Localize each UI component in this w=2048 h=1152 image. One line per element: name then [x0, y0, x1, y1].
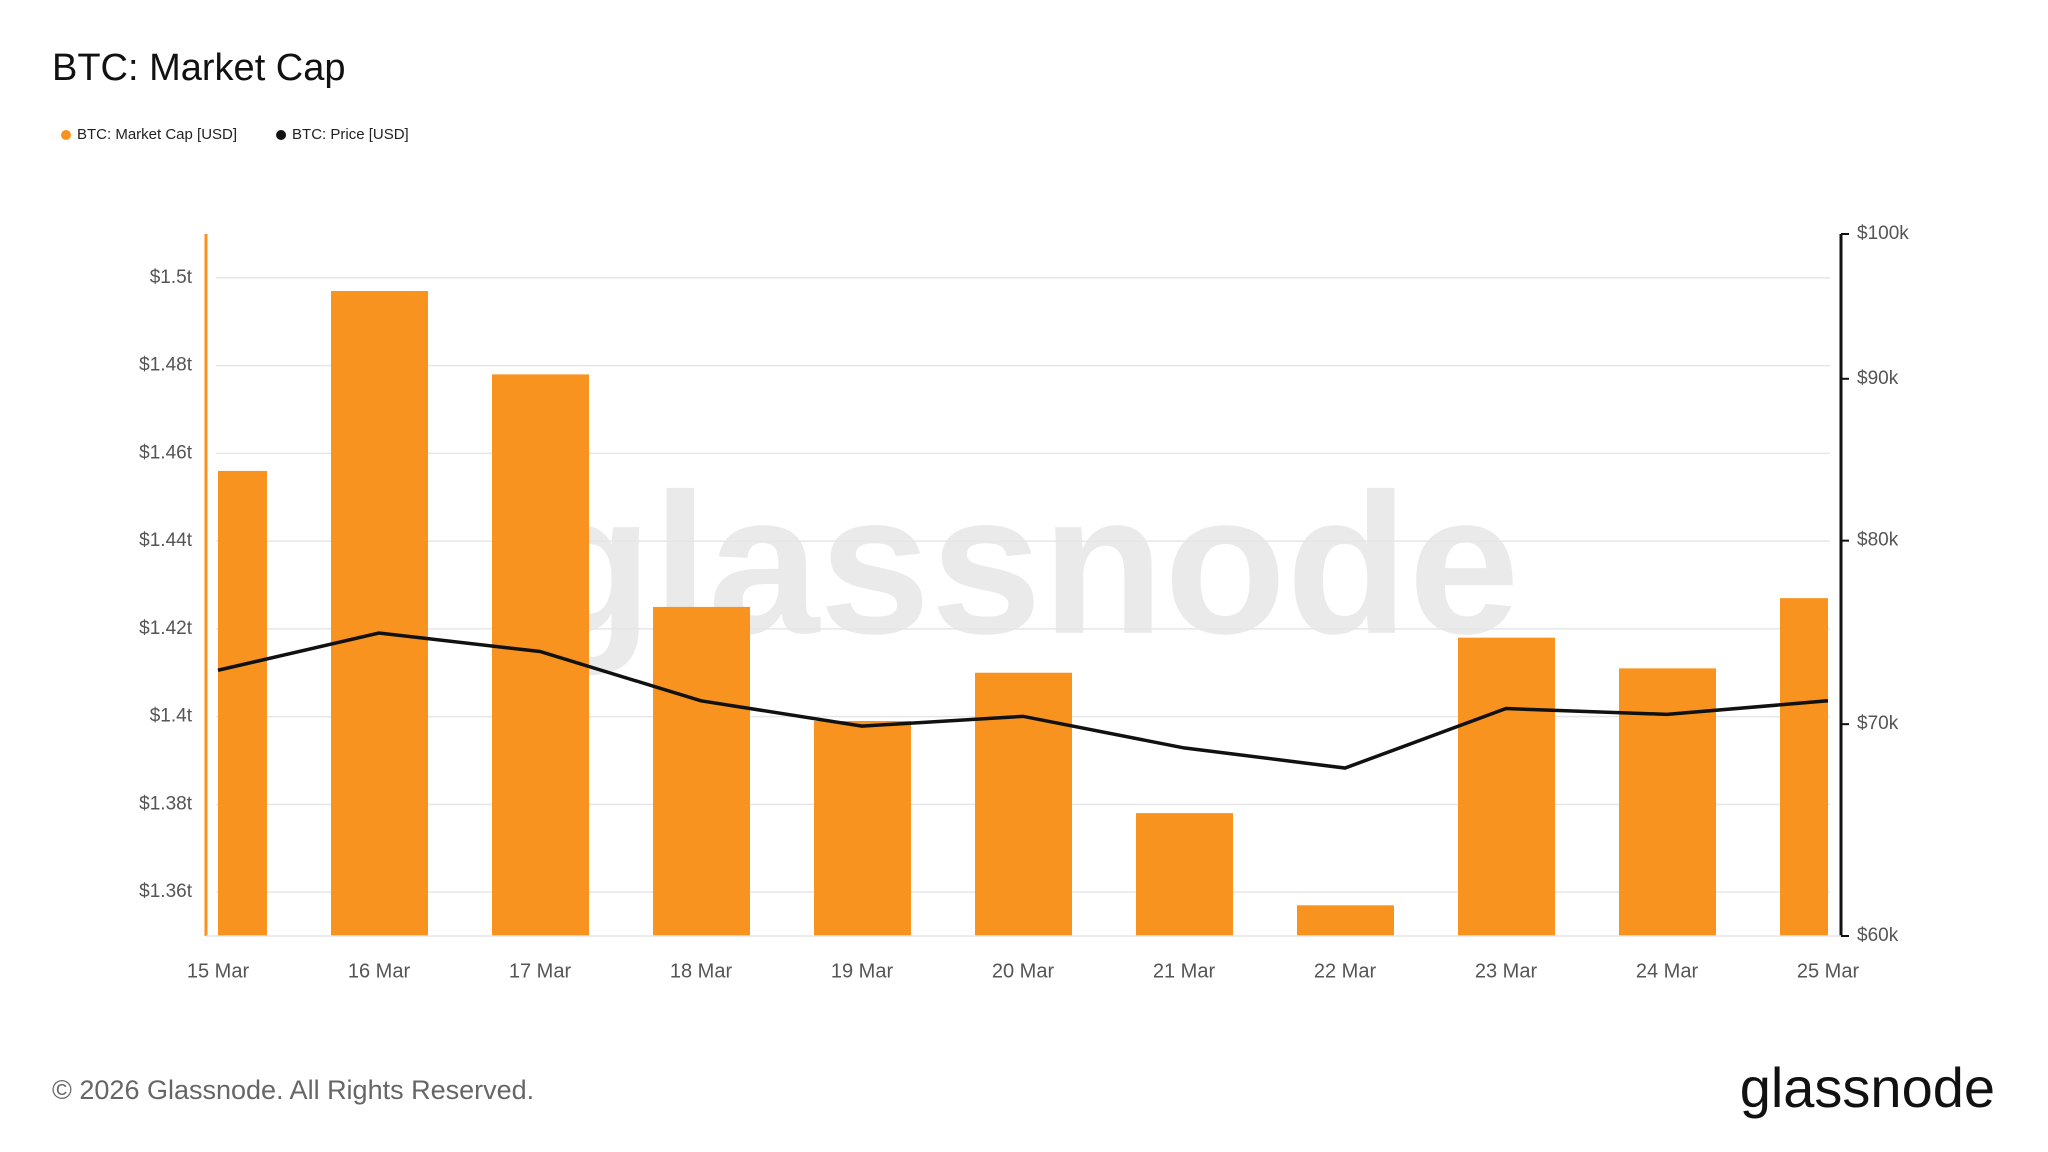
y-tick-label: $1.4t [150, 706, 193, 727]
y-tick-label: $1.42t [139, 618, 193, 639]
legend-marker [61, 130, 71, 140]
bar [218, 470, 267, 936]
y-tick-label: $1.5t [150, 267, 193, 288]
y-tick-label: $1.48t [139, 355, 193, 376]
x-tick-label: 18 Mar [670, 960, 733, 982]
y-tick-label: $1.36t [139, 881, 193, 902]
price-line [217, 631, 1829, 770]
bar [814, 721, 911, 936]
x-tick-label: 15 Mar [187, 960, 250, 982]
bar [1136, 813, 1233, 936]
legend-marker [276, 130, 287, 140]
bar [653, 606, 750, 936]
x-tick-label: 16 Mar [348, 960, 411, 982]
footer: © 2026 Glassnode. All Rights Reserved. [52, 1075, 534, 1105]
y-tick-label: $1.38t [139, 793, 193, 814]
chart-title: BTC: Market Cap [52, 47, 346, 89]
bar [1780, 598, 1828, 936]
y2-tick-label: $80k [1857, 530, 1899, 551]
x-tick-label: 20 Mar [992, 960, 1055, 982]
x-tick-label: 22 Mar [1314, 960, 1377, 982]
plot [218, 291, 1828, 936]
y-tick-label: $1.44t [139, 530, 193, 551]
bar [1458, 637, 1555, 936]
y2-tick-label: $100k [1857, 223, 1909, 244]
x-tick-label: 25 Mar [1797, 960, 1860, 982]
x-tick-label: 23 Mar [1475, 960, 1538, 982]
bar [1297, 905, 1394, 936]
bar [1619, 668, 1716, 936]
bar [492, 374, 589, 936]
x-tick-label: 24 Mar [1636, 960, 1699, 982]
y2-tick-label: $70k [1857, 713, 1899, 734]
x-tick-label: 19 Mar [831, 960, 894, 982]
y2-tick-label: $90k [1857, 368, 1899, 389]
x-tick-label: 17 Mar [509, 960, 572, 982]
bar [975, 672, 1072, 936]
logo: glassnode [1740, 1056, 1995, 1119]
legend-label: BTC: Price [USD] [292, 126, 409, 143]
x-tick-label: 21 Mar [1153, 960, 1216, 982]
bar [331, 291, 428, 936]
y-tick-label: $1.46t [139, 442, 193, 463]
y2-tick-label: $60k [1857, 925, 1899, 946]
legend-label: BTC: Market Cap [USD] [77, 126, 237, 143]
